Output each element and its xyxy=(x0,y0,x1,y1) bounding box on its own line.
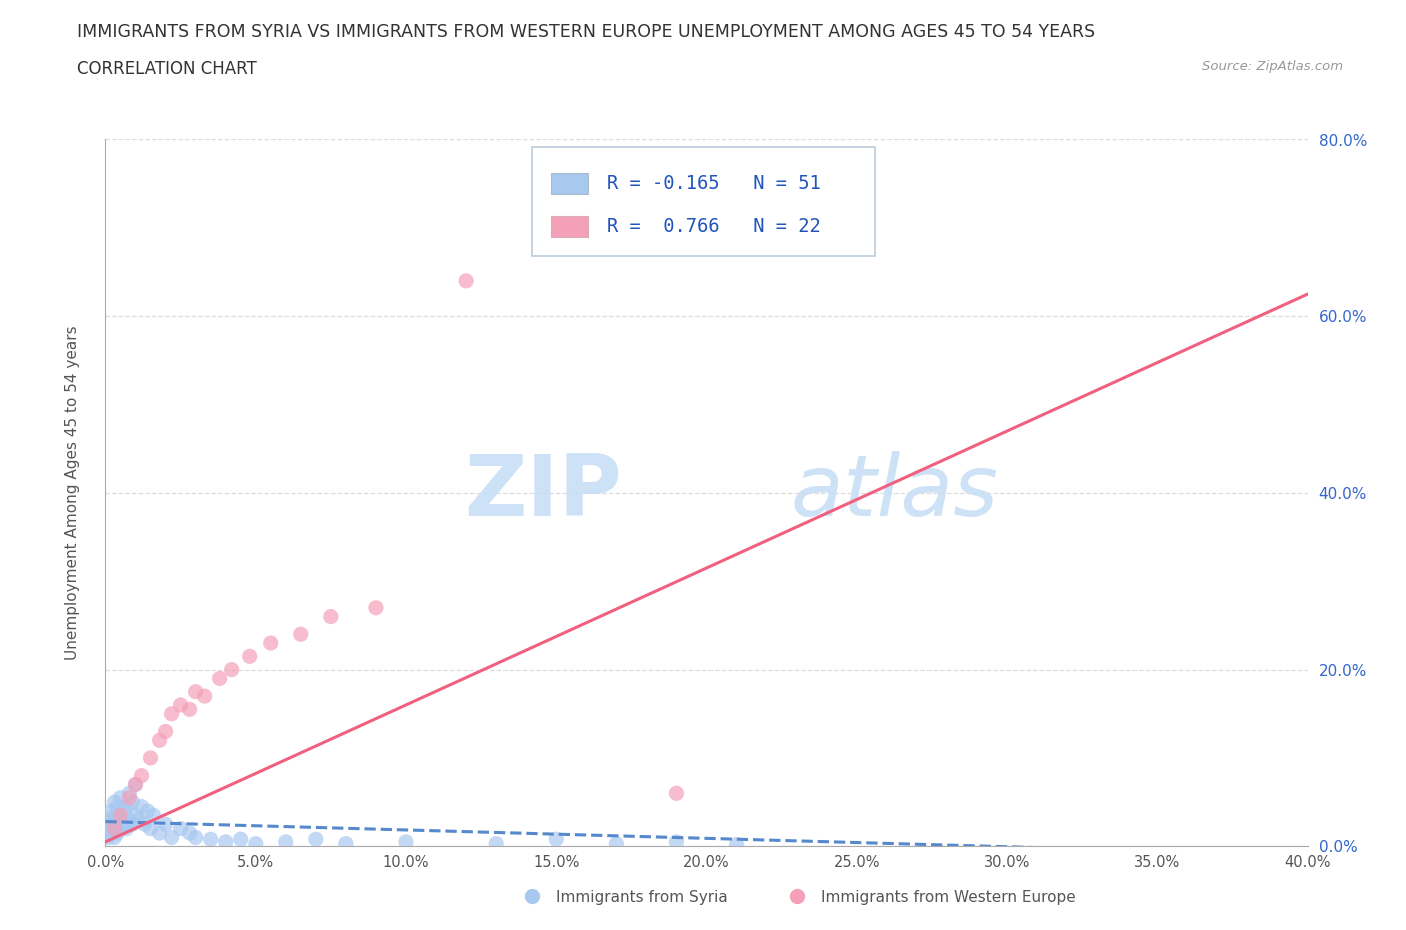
Point xyxy=(665,834,688,849)
Point xyxy=(169,821,191,836)
Point xyxy=(395,834,418,849)
Text: ZIP: ZIP xyxy=(464,451,623,535)
Point xyxy=(118,813,141,828)
Point xyxy=(124,777,146,792)
Point xyxy=(139,821,162,836)
Point xyxy=(110,808,132,823)
Point xyxy=(103,821,125,836)
Point xyxy=(160,707,183,722)
Point xyxy=(148,826,170,841)
Point xyxy=(605,836,627,851)
Point xyxy=(260,636,283,651)
FancyBboxPatch shape xyxy=(551,216,588,237)
Point xyxy=(155,817,177,831)
Point xyxy=(112,817,135,831)
Point xyxy=(100,817,122,831)
Point xyxy=(725,837,748,852)
Text: atlas: atlas xyxy=(790,451,998,535)
Text: R = -0.165   N = 51: R = -0.165 N = 51 xyxy=(607,174,821,193)
Text: CORRELATION CHART: CORRELATION CHART xyxy=(77,60,257,78)
Point xyxy=(136,804,159,818)
Point xyxy=(115,821,138,836)
FancyBboxPatch shape xyxy=(551,173,588,194)
Point xyxy=(112,804,135,818)
Point xyxy=(169,698,191,712)
Point xyxy=(665,786,688,801)
Point xyxy=(319,609,342,624)
Point xyxy=(107,826,129,841)
Point xyxy=(546,831,568,846)
Point xyxy=(121,817,143,831)
Point xyxy=(124,808,146,823)
Point xyxy=(160,830,183,845)
Point xyxy=(100,804,122,818)
Text: Source: ZipAtlas.com: Source: ZipAtlas.com xyxy=(1202,60,1343,73)
Point xyxy=(194,688,217,704)
Point xyxy=(103,830,125,845)
Point xyxy=(335,836,357,851)
Point xyxy=(274,834,297,849)
Point xyxy=(103,794,125,809)
Point xyxy=(107,813,129,828)
Point xyxy=(1161,900,1184,915)
Point xyxy=(115,799,138,814)
Point xyxy=(148,733,170,748)
Text: IMMIGRANTS FROM SYRIA VS IMMIGRANTS FROM WESTERN EUROPE UNEMPLOYMENT AMONG AGES : IMMIGRANTS FROM SYRIA VS IMMIGRANTS FROM… xyxy=(77,23,1095,41)
Point xyxy=(485,836,508,851)
Point xyxy=(131,768,153,783)
Point xyxy=(290,627,312,642)
Point xyxy=(118,790,141,805)
Text: Immigrants from Syria: Immigrants from Syria xyxy=(557,890,728,905)
Point xyxy=(124,777,146,792)
Point xyxy=(305,831,328,846)
Point xyxy=(142,808,165,823)
Point xyxy=(128,813,150,828)
Y-axis label: Unemployment Among Ages 45 to 54 years: Unemployment Among Ages 45 to 54 years xyxy=(66,326,80,660)
Point xyxy=(97,813,120,828)
Point xyxy=(103,808,125,823)
Point xyxy=(179,826,201,841)
Point xyxy=(100,826,122,841)
Point xyxy=(364,601,387,616)
Point xyxy=(229,831,252,846)
Point xyxy=(131,799,153,814)
Point xyxy=(454,273,477,288)
Point xyxy=(103,821,125,836)
Point xyxy=(214,834,236,849)
Point xyxy=(221,662,243,677)
Point xyxy=(200,831,222,846)
Text: Immigrants from Western Europe: Immigrants from Western Europe xyxy=(821,890,1076,905)
Point xyxy=(110,790,132,805)
Point xyxy=(139,751,162,765)
Point xyxy=(184,830,207,845)
Point xyxy=(239,649,262,664)
Point xyxy=(107,799,129,814)
Point xyxy=(97,830,120,845)
Point xyxy=(155,724,177,738)
Text: R =  0.766   N = 22: R = 0.766 N = 22 xyxy=(607,217,821,236)
Point xyxy=(118,786,141,801)
Point xyxy=(110,821,132,836)
Point xyxy=(134,817,156,831)
Point xyxy=(184,684,207,699)
Point xyxy=(110,808,132,823)
Point xyxy=(179,702,201,717)
Point xyxy=(245,836,267,851)
Point xyxy=(121,794,143,809)
Point xyxy=(208,671,231,686)
FancyBboxPatch shape xyxy=(533,147,875,256)
Point xyxy=(97,821,120,836)
